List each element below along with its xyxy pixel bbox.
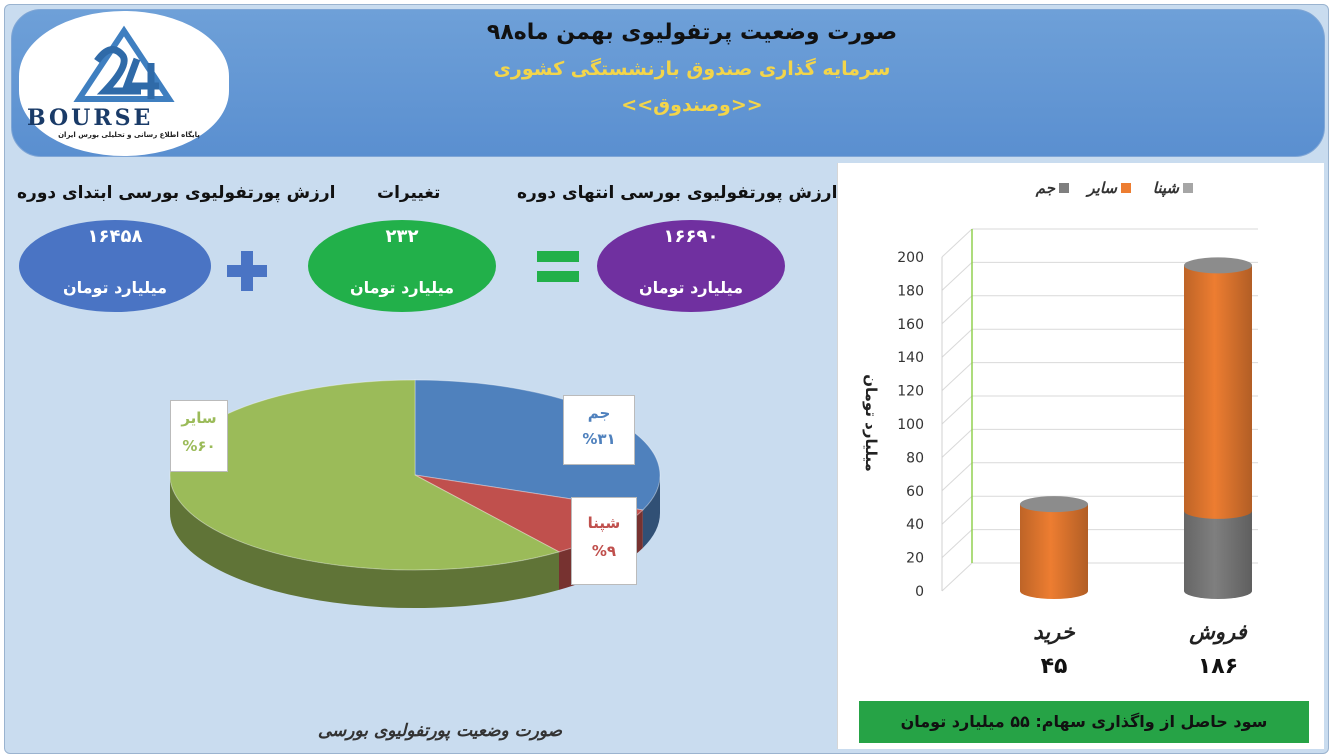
end-value-bubble: ۱۶۶۹۰ میلیارد تومان xyxy=(597,220,785,312)
page-subtitle: سرمایه گذاری صندوق بازنشستگی کشوری xyxy=(493,58,891,80)
y-tick-label: 160 xyxy=(897,317,924,333)
pie-side-2 xyxy=(170,475,560,608)
gridline-side xyxy=(941,228,973,258)
pie-label-jam-name: جم xyxy=(587,404,611,422)
legend-swatch-2 xyxy=(1059,183,1069,193)
pie-label-other: سایر %۶۰ xyxy=(170,400,228,472)
pie-label-jam: جم %۳۱ xyxy=(563,395,635,465)
bar-segment xyxy=(1020,504,1088,599)
page-title: صورت وضعیت پرتفولیوی بهمن ماه۹۸ xyxy=(486,20,898,45)
y-tick-label: 200 xyxy=(897,250,924,266)
pie-label-jam-value: %۳۱ xyxy=(582,430,616,448)
bar-top-cap xyxy=(1184,257,1252,274)
legend-swatch-1 xyxy=(1121,183,1131,193)
pie-label-shepna-name: شپنا xyxy=(587,514,621,532)
bar-segment xyxy=(1184,265,1252,519)
bar-top-cap xyxy=(1020,496,1088,513)
start-value: ۱۶۴۵۸ xyxy=(87,226,143,247)
profit-box: سود حاصل از واگذاری سهام: ۵۵ میلیارد توم… xyxy=(859,701,1309,743)
gridline-side xyxy=(941,495,973,525)
x-category-label: فروش xyxy=(1188,620,1247,645)
start-label: ارزش پورتفولیوی بورسی ابتدای دوره xyxy=(17,183,336,203)
y-tick-label: 20 xyxy=(906,551,924,567)
bar-segment xyxy=(1184,510,1252,599)
legend-swatch-0 xyxy=(1183,183,1193,193)
end-value: ۱۶۶۹۰ xyxy=(663,226,719,247)
bar-chart-svg: شپنا سایر جم 0 20 40 60 80 100 120 140 160 180 200 میل… xyxy=(862,179,1258,679)
y-tick-label: 80 xyxy=(906,450,924,466)
pie-side-0 xyxy=(642,475,660,548)
start-unit: میلیارد تومان xyxy=(62,278,168,297)
y-tick-label: 180 xyxy=(897,283,924,299)
pie-label-shepna-value: %۹ xyxy=(591,542,617,560)
bar-chart-panel: شپنا سایر جم 0 20 40 60 80 100 120 140 160 180 200 میل… xyxy=(837,163,1324,749)
gridline-side xyxy=(941,562,973,592)
x-category-total: ۴۵ xyxy=(1041,654,1068,679)
plus-icon xyxy=(227,251,267,291)
pie-label-other-name: سایر xyxy=(181,409,217,427)
gridline-side xyxy=(941,262,973,291)
bourse-logo: BOURSE پایگاه اطلاع رسانی و تحلیلی بورس … xyxy=(19,11,229,156)
change-value: ۲۳۲ xyxy=(385,226,419,247)
equals-icon xyxy=(537,251,579,282)
legend-label-1: سایر xyxy=(1085,179,1118,197)
y-tick-label: 120 xyxy=(897,384,924,400)
end-label: ارزش پورتفولیوی بورسی انتهای دوره xyxy=(517,183,838,203)
end-unit: میلیارد تومان xyxy=(638,278,744,297)
change-unit: میلیارد تومان xyxy=(349,278,455,297)
y-tick-label: 0 xyxy=(915,584,924,600)
pie-label-other-value: %۶۰ xyxy=(182,437,216,455)
legend-label-2: جم xyxy=(1035,179,1056,197)
gridline-side xyxy=(941,362,973,391)
pie-label-shepna: شپنا %۹ xyxy=(571,497,637,585)
bottom-caption: صورت وضعیت پورتفولیوی بورسی xyxy=(317,721,563,741)
change-label: تغییرات xyxy=(377,183,441,203)
start-value-bubble: ۱۶۴۵۸ میلیارد تومان xyxy=(19,220,211,312)
ticker-label: <<وصندوق>> xyxy=(621,94,763,116)
gridline-side xyxy=(941,295,973,325)
gridline-side xyxy=(941,328,973,358)
header-banner: صورت وضعیت پرتفولیوی بهمن ماه۹۸ سرمایه گ… xyxy=(11,9,1325,157)
legend-label-0: شپنا xyxy=(1153,179,1181,197)
pie-slice-2 xyxy=(169,379,561,571)
change-value-bubble: ۲۳۲ میلیارد تومان xyxy=(308,220,496,312)
y-tick-label: 60 xyxy=(906,484,924,500)
x-category-label: خرید xyxy=(1033,620,1075,645)
gridline-side xyxy=(941,395,973,425)
logo-mark-icon xyxy=(73,25,175,102)
logo-tagline: پایگاه اطلاع رسانی و تحلیلی بورس ایران xyxy=(58,131,200,139)
logo-text: BOURSE xyxy=(27,105,154,131)
gridline-side xyxy=(941,462,973,492)
y-tick-label: 100 xyxy=(897,417,924,433)
slide-frame: صورت وضعیت پرتفولیوی بهمن ماه۹۸ سرمایه گ… xyxy=(4,4,1329,754)
gridline-side xyxy=(941,529,973,558)
gridline-side xyxy=(941,429,973,458)
y-tick-label: 140 xyxy=(897,350,924,366)
y-axis-label: میلیارد تومان xyxy=(862,374,880,472)
x-category-total: ۱۸۶ xyxy=(1198,654,1238,679)
y-tick-label: 40 xyxy=(906,517,924,533)
